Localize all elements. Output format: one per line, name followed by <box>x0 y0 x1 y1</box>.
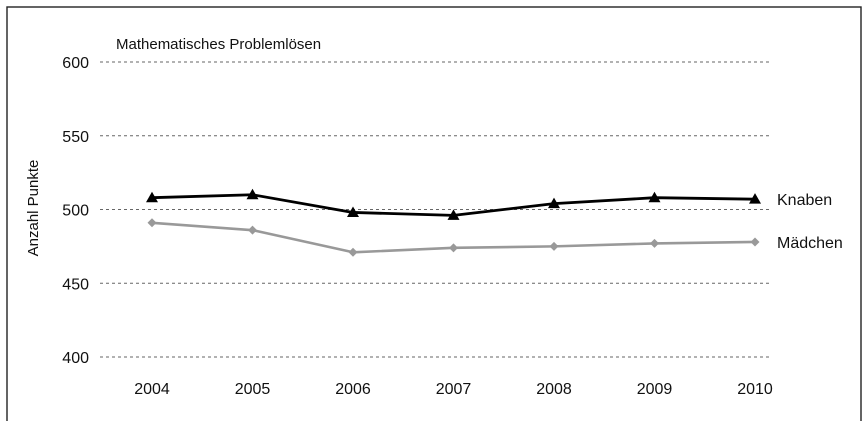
y-axis-title: Anzahl Punkte <box>25 160 42 257</box>
y-tick-label: 500 <box>62 203 89 220</box>
y-tick-label: 400 <box>62 350 89 367</box>
y-tick-label: 550 <box>62 129 89 146</box>
x-tick-labels: 2004 2005 2006 2007 2008 2009 2010 <box>134 381 773 398</box>
series-layer: Knaben Mädchen <box>146 188 843 257</box>
data-point <box>246 188 259 200</box>
data-point <box>749 193 761 204</box>
data-point <box>648 191 661 203</box>
data-point <box>147 218 157 228</box>
grid-layer <box>100 61 770 358</box>
data-point <box>650 238 659 248</box>
series-label: Knaben <box>777 192 832 209</box>
data-point <box>750 237 760 247</box>
series-label: Mädchen <box>777 235 843 252</box>
data-point <box>347 206 359 217</box>
data-point <box>449 243 458 253</box>
y-tick-label: 450 <box>62 276 89 293</box>
x-tick-label: 2004 <box>134 381 170 398</box>
chart-frame <box>6 6 862 421</box>
x-tick-label: 2008 <box>536 381 572 398</box>
data-point <box>447 209 460 220</box>
series-2: Mädchen <box>147 218 843 257</box>
y-tick-label: 600 <box>62 55 89 72</box>
data-point <box>549 241 559 251</box>
data-point <box>248 225 257 235</box>
y-tick-labels: 400 450 500 550 600 <box>62 55 89 367</box>
x-tick-label: 2006 <box>335 381 371 398</box>
data-point <box>146 191 158 203</box>
x-tick-label: 2007 <box>436 381 472 398</box>
x-tick-label: 2005 <box>235 381 271 398</box>
x-tick-label: 2009 <box>637 381 673 398</box>
data-point <box>548 197 560 209</box>
data-point <box>348 247 358 257</box>
series-1: Knaben <box>146 188 832 220</box>
x-tick-label: 2010 <box>737 381 773 398</box>
chart-title: Mathematisches Problemlösen <box>116 36 321 53</box>
